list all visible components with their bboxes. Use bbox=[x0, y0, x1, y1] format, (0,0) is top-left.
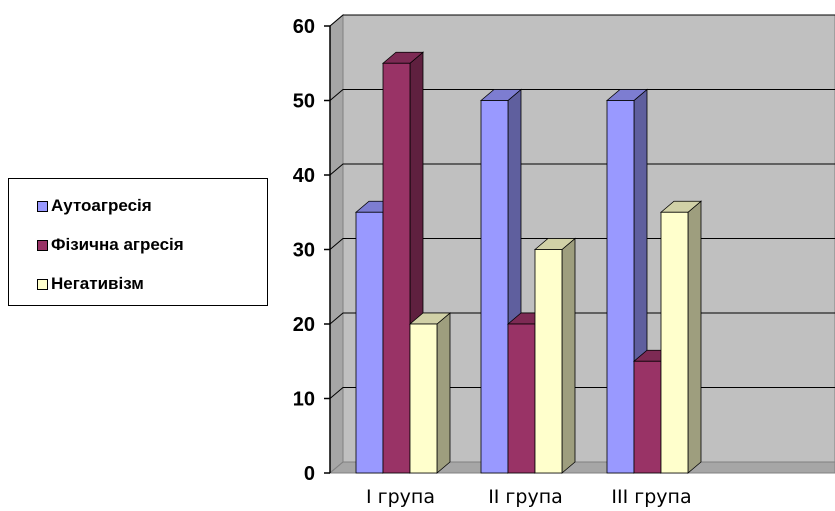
x-axis-categories: I група II група III група bbox=[366, 486, 692, 508]
legend-label-autoaggression: Аутоагресія bbox=[51, 196, 152, 215]
y-tick-label: 60 bbox=[293, 16, 315, 38]
gridline bbox=[329, 163, 835, 176]
legend-item-physical-aggression: Фізична агресія bbox=[37, 235, 184, 255]
x-category-label: I група bbox=[366, 486, 435, 508]
legend-swatch-physical-aggression bbox=[37, 239, 48, 251]
legend-item-autoaggression: Аутоагресія bbox=[37, 196, 152, 216]
y-tick-label: 0 bbox=[304, 463, 315, 485]
legend-label-physical-aggression: Фізична агресія bbox=[51, 235, 184, 254]
legend-label-negativism: Негативізм bbox=[51, 274, 144, 293]
y-tick-label: 40 bbox=[293, 165, 315, 187]
y-tick-label: 30 bbox=[293, 240, 315, 262]
y-tick-label: 10 bbox=[293, 389, 315, 411]
y-axis-ticks: 0 10 20 30 40 50 60 bbox=[293, 16, 330, 485]
x-category-label: II група bbox=[488, 486, 563, 508]
bar bbox=[533, 237, 577, 474]
gridline bbox=[329, 14, 835, 27]
bars bbox=[354, 51, 703, 474]
y-tick-label: 20 bbox=[293, 314, 315, 336]
x-category-label: III група bbox=[611, 486, 691, 508]
legend-swatch-autoaggression bbox=[37, 200, 48, 212]
bar bbox=[659, 200, 703, 474]
bar bbox=[408, 312, 452, 474]
y-tick-label: 50 bbox=[293, 91, 315, 113]
legend-item-negativism: Негативізм bbox=[37, 274, 144, 294]
legend-swatch-negativism bbox=[37, 278, 48, 290]
legend: Аутоагресія Фізична агресія Негативізм bbox=[8, 178, 268, 306]
gridline bbox=[329, 89, 835, 101]
